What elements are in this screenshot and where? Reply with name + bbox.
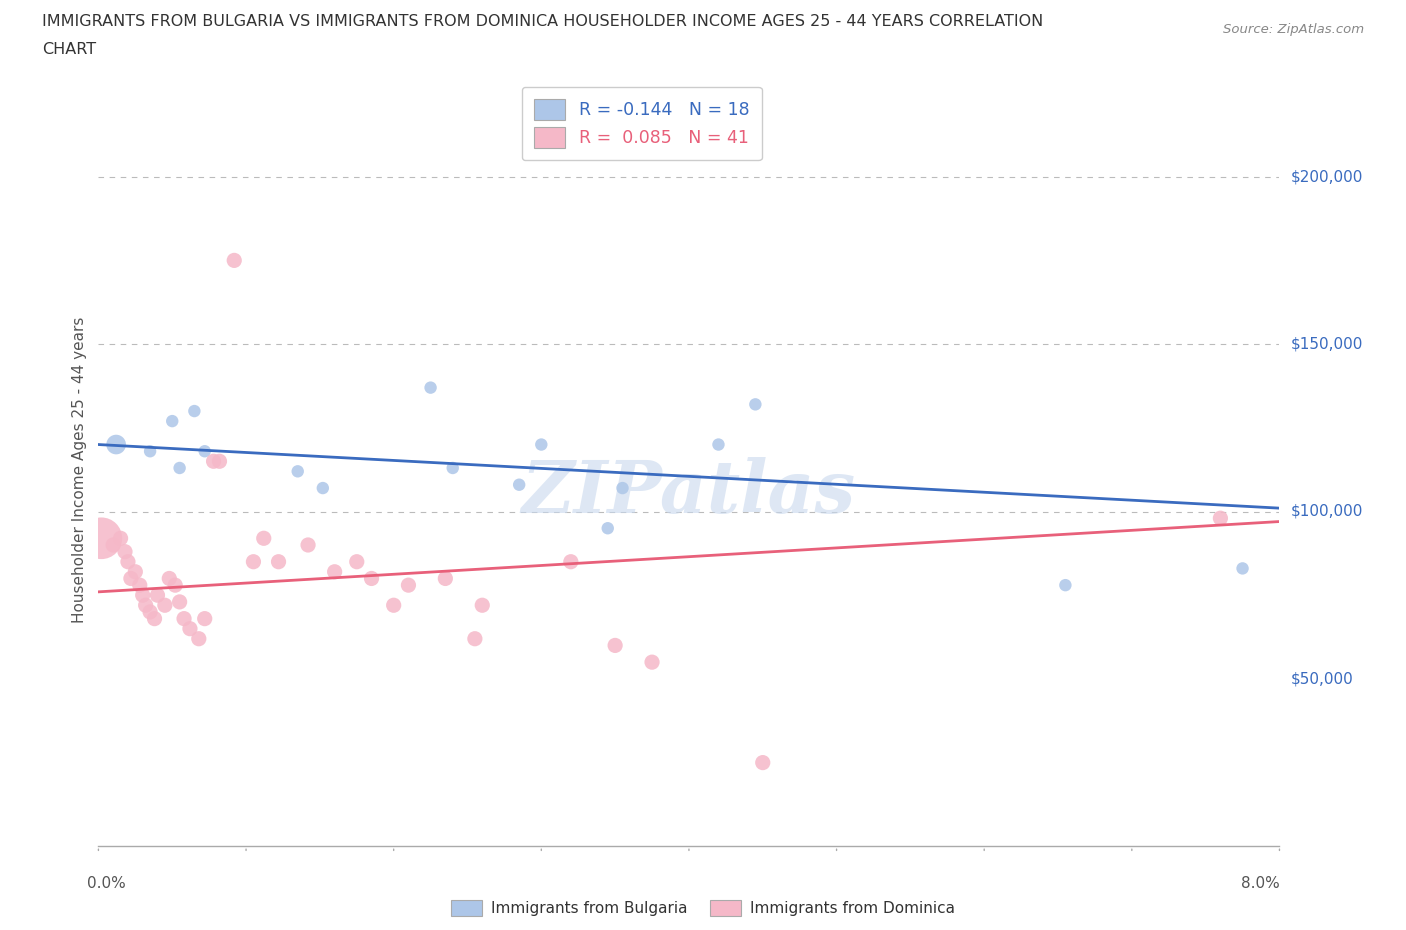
Point <box>596 521 619 536</box>
Legend: R = -0.144   N = 18, R =  0.085   N = 41: R = -0.144 N = 18, R = 0.085 N = 41 <box>522 86 762 160</box>
Point <box>165 578 187 592</box>
Point <box>398 578 420 592</box>
Text: ZIPatlas: ZIPatlas <box>522 457 856 527</box>
Point <box>707 437 730 452</box>
Point <box>441 460 464 475</box>
Point <box>612 481 634 496</box>
Text: CHART: CHART <box>42 42 96 57</box>
Y-axis label: Householder Income Ages 25 - 44 years: Householder Income Ages 25 - 44 years <box>72 316 87 623</box>
Point <box>287 464 309 479</box>
Point <box>194 444 217 458</box>
Point <box>1054 578 1077 592</box>
Point <box>253 531 276 546</box>
Point <box>641 655 664 670</box>
Point <box>124 565 146 579</box>
Point <box>179 621 201 636</box>
Point <box>323 565 346 579</box>
Point <box>434 571 457 586</box>
Point <box>173 611 195 626</box>
Text: $200,000: $200,000 <box>1291 169 1362 184</box>
Point <box>162 414 183 429</box>
Point <box>105 437 128 452</box>
Point <box>132 588 155 603</box>
Point <box>312 481 335 496</box>
Point <box>1209 511 1232 525</box>
Text: 8.0%: 8.0% <box>1240 876 1279 892</box>
Text: $150,000: $150,000 <box>1291 337 1362 352</box>
Point <box>508 477 530 492</box>
Point <box>146 588 169 603</box>
Point <box>471 598 494 613</box>
Point <box>530 437 553 452</box>
Point <box>135 598 157 613</box>
Point <box>169 460 191 475</box>
Point <box>117 554 139 569</box>
Point <box>143 611 166 626</box>
Point <box>224 253 246 268</box>
Point <box>267 554 290 569</box>
Point <box>208 454 231 469</box>
Legend: Immigrants from Bulgaria, Immigrants from Dominica: Immigrants from Bulgaria, Immigrants fro… <box>444 894 962 923</box>
Point <box>419 380 441 395</box>
Point <box>187 631 209 646</box>
Point <box>464 631 486 646</box>
Point <box>139 444 162 458</box>
Point <box>346 554 368 569</box>
Point <box>183 404 205 418</box>
Text: Source: ZipAtlas.com: Source: ZipAtlas.com <box>1223 23 1364 36</box>
Text: IMMIGRANTS FROM BULGARIA VS IMMIGRANTS FROM DOMINICA HOUSEHOLDER INCOME AGES 25 : IMMIGRANTS FROM BULGARIA VS IMMIGRANTS F… <box>42 14 1043 29</box>
Point <box>120 571 142 586</box>
Point <box>297 538 319 552</box>
Point <box>242 554 264 569</box>
Point <box>157 571 180 586</box>
Text: $100,000: $100,000 <box>1291 504 1362 519</box>
Point <box>90 531 112 546</box>
Point <box>169 594 191 609</box>
Point <box>114 544 136 559</box>
Point <box>103 538 125 552</box>
Point <box>202 454 225 469</box>
Point <box>139 604 162 619</box>
Point <box>560 554 582 569</box>
Point <box>1232 561 1254 576</box>
Point <box>382 598 405 613</box>
Point <box>744 397 766 412</box>
Text: $50,000: $50,000 <box>1291 671 1354 686</box>
Point <box>605 638 627 653</box>
Point <box>752 755 775 770</box>
Point <box>153 598 176 613</box>
Text: 0.0%: 0.0% <box>87 876 125 892</box>
Point <box>128 578 150 592</box>
Point <box>194 611 217 626</box>
Point <box>360 571 382 586</box>
Point <box>110 531 132 546</box>
